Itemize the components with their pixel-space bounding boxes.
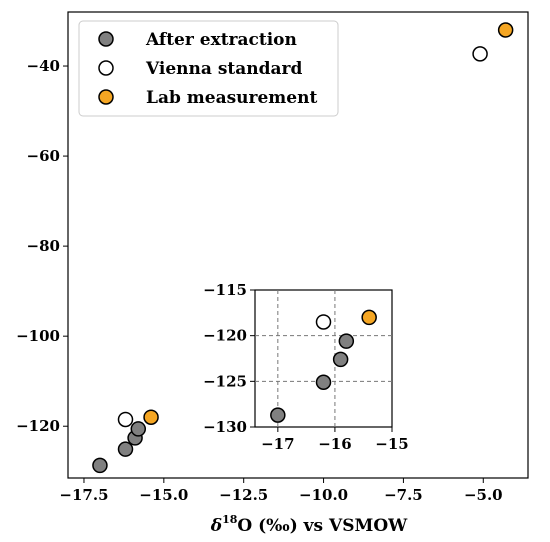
inset-point-series-0-1	[315, 374, 332, 390]
inset-x-tick-label: −17	[261, 435, 294, 453]
point-series-2-0	[143, 409, 159, 425]
inset-plot: −17 −16 −15 −130 −125 −120 −115	[203, 281, 409, 453]
legend-marker-1	[98, 60, 114, 76]
inset-point-series-0-3	[338, 333, 355, 349]
x-tick-label: −12.5	[219, 486, 268, 504]
inset-y-tick-label: −125	[203, 372, 247, 390]
legend-marker-0	[98, 31, 114, 47]
legend-marker-2	[98, 89, 114, 105]
x-axis-title-rest: O (‰) vs VSMOW	[237, 516, 408, 536]
main-points	[92, 22, 514, 474]
legend-label-2: Lab measurement	[146, 88, 317, 108]
legend-box	[78, 20, 339, 117]
point-series-2-1	[497, 22, 514, 38]
inset-point-series-0-0	[270, 407, 286, 423]
y-tick-label: −100	[16, 327, 60, 345]
inset-point-series-2-0	[361, 309, 377, 326]
point-series-0-1	[117, 441, 134, 457]
x-axis-title: δ18O (‰) vs VSMOW	[210, 513, 408, 536]
y-tick-label: −120	[16, 417, 60, 435]
legend-label-0: After extraction	[145, 30, 297, 50]
x-tick-label: −5.0	[464, 486, 503, 504]
inset-y-tick-label: −120	[203, 327, 247, 345]
inset-point-series-1-0	[315, 314, 332, 330]
x-tick-label: −10.0	[299, 486, 348, 504]
inset-y-tick-label: −130	[203, 418, 247, 436]
inset-x-tick-label: −16	[318, 435, 351, 453]
inset-y-tick-label: −115	[203, 281, 247, 299]
x-axis-title-sup: 18	[222, 513, 238, 526]
x-tick-label: −15.0	[139, 486, 188, 504]
legend-label-1: Vienna standard	[145, 59, 302, 79]
legend: After extraction Vienna standard Lab measu…	[78, 20, 339, 117]
main-axis-ticks: −17.5 −15.0 −12.5 −10.0 −7.5 −5.0 −120 −100 −80 −…	[16, 57, 503, 504]
y-tick-label: −60	[27, 147, 60, 165]
y-tick-label: −80	[27, 237, 60, 255]
point-series-0-0	[92, 457, 108, 474]
x-tick-label: −17.5	[59, 486, 108, 504]
point-series-1-1	[472, 46, 488, 62]
x-tick-label: −7.5	[384, 486, 423, 504]
inset-x-tick-label: −15	[375, 435, 408, 453]
point-series-1-0	[117, 411, 134, 428]
x-axis-title-delta: δ	[210, 516, 222, 536]
inset-point-series-0-2	[332, 351, 349, 368]
y-tick-label: −40	[27, 57, 60, 75]
point-series-0-3	[130, 421, 147, 437]
